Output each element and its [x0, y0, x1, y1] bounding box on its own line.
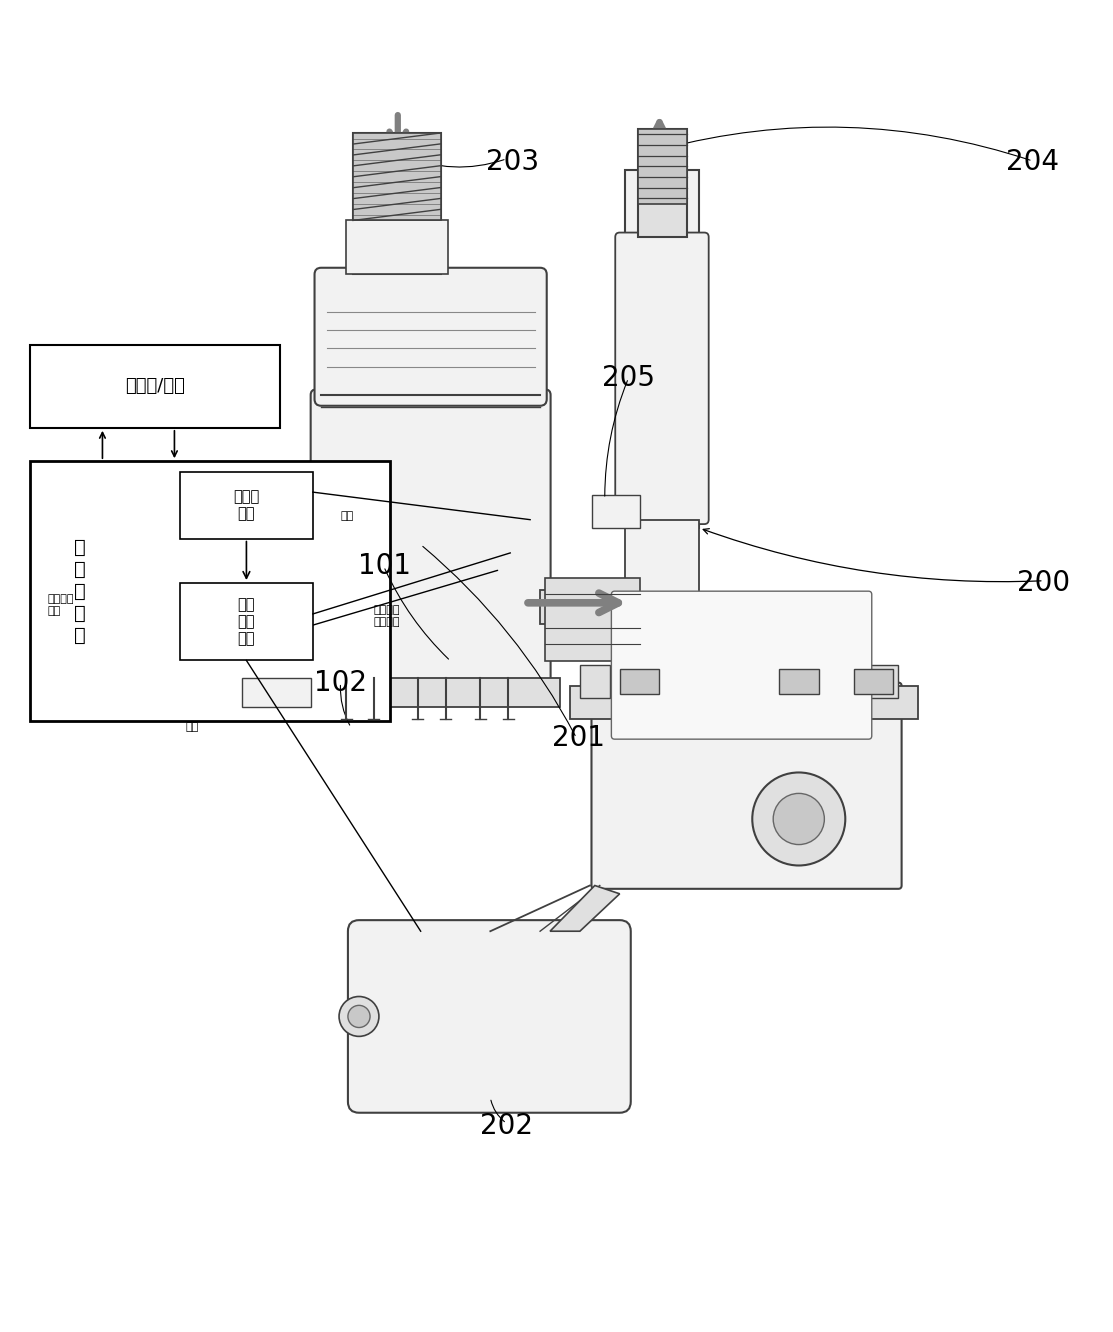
- Text: 202: 202: [480, 1112, 533, 1140]
- Text: 控制: 控制: [341, 511, 354, 522]
- Bar: [242, 678, 312, 707]
- Text: 驱动
控制
电路: 驱动 控制 电路: [238, 597, 255, 646]
- Text: 气压传
感器: 气压传 感器: [234, 489, 259, 522]
- Text: 气压传感
信号: 气压传感 信号: [47, 594, 73, 615]
- FancyBboxPatch shape: [591, 682, 902, 888]
- Bar: [624, 170, 699, 527]
- Bar: [353, 133, 441, 274]
- Bar: [868, 665, 898, 698]
- Text: 205: 205: [602, 364, 654, 392]
- Bar: [180, 473, 313, 538]
- Circle shape: [339, 996, 378, 1036]
- Circle shape: [774, 794, 825, 844]
- Circle shape: [348, 1006, 370, 1027]
- Bar: [30, 345, 279, 428]
- Bar: [580, 665, 610, 698]
- Bar: [779, 669, 819, 694]
- Circle shape: [752, 773, 845, 866]
- Bar: [638, 129, 688, 237]
- Bar: [180, 583, 313, 661]
- Bar: [854, 669, 894, 694]
- Bar: [346, 220, 447, 274]
- Text: 显示屏/按键: 显示屏/按键: [125, 377, 185, 396]
- Text: 204: 204: [1006, 148, 1060, 176]
- FancyBboxPatch shape: [615, 233, 709, 523]
- Text: 200: 200: [1017, 569, 1071, 597]
- Text: 201: 201: [552, 725, 605, 753]
- Text: 电机电流
采样信号: 电机电流 采样信号: [374, 605, 401, 627]
- Text: 控
制
电
路
板: 控 制 电 路 板: [75, 538, 86, 645]
- Bar: [545, 578, 640, 661]
- Bar: [540, 590, 624, 623]
- Text: 102: 102: [314, 669, 367, 697]
- Bar: [620, 669, 660, 694]
- Bar: [570, 686, 918, 719]
- Text: 203: 203: [485, 148, 539, 176]
- Text: 控制: 控制: [186, 722, 199, 731]
- FancyBboxPatch shape: [611, 591, 871, 739]
- Bar: [30, 461, 391, 722]
- Bar: [353, 133, 441, 220]
- FancyBboxPatch shape: [311, 389, 551, 683]
- Bar: [296, 678, 560, 707]
- Bar: [624, 519, 699, 686]
- Text: 101: 101: [358, 553, 412, 581]
- FancyBboxPatch shape: [315, 268, 546, 406]
- Bar: [592, 494, 640, 527]
- Polygon shape: [550, 886, 620, 931]
- Bar: [638, 129, 688, 204]
- FancyBboxPatch shape: [348, 920, 631, 1112]
